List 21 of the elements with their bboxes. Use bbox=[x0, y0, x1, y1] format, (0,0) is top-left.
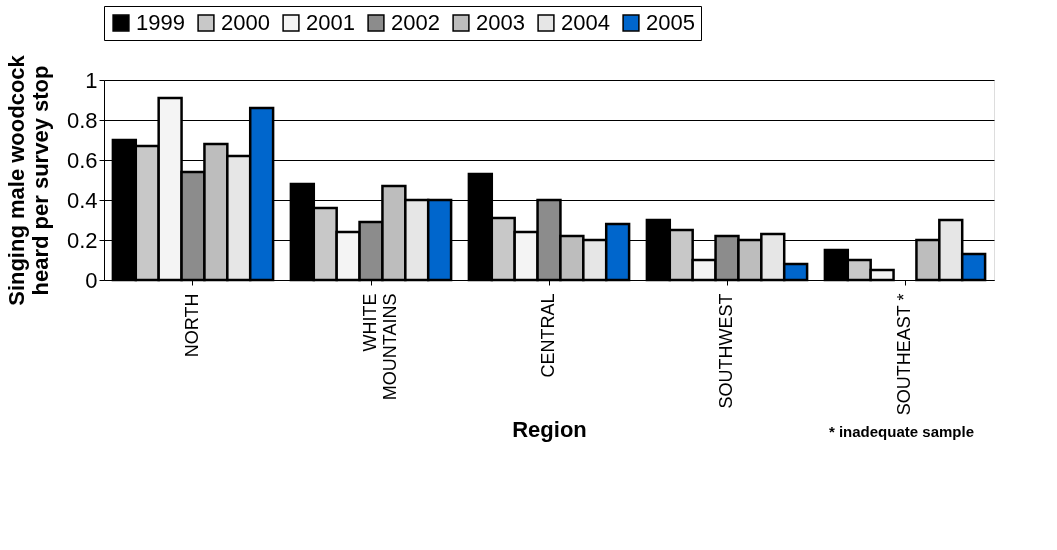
text: * inadequate sample bbox=[828, 423, 974, 440]
legend-label: 2003 bbox=[476, 10, 525, 35]
x-tick-label: WHITE MOUNTAINS bbox=[360, 293, 400, 401]
x-tick-label: CENTRAL bbox=[538, 293, 558, 378]
y-tick-label: 0.6 bbox=[66, 147, 98, 173]
legend-label: 2001 bbox=[306, 10, 355, 35]
x-tick-label: NORTH bbox=[182, 293, 202, 358]
y-tick-label: 1 bbox=[85, 67, 98, 93]
legend-label: 2002 bbox=[391, 10, 440, 35]
y-tick-label: 0.2 bbox=[66, 227, 98, 253]
x-tick-label: SOUTHEAST * bbox=[894, 293, 914, 416]
y-tick-label: 0.4 bbox=[66, 187, 98, 213]
legend-label: 2000 bbox=[221, 10, 270, 35]
y-axis-title: Singing male woodcock heard per survey stop bbox=[3, 54, 53, 306]
y-tick-label: 0.8 bbox=[66, 107, 98, 133]
x-tick-label: SOUTHWEST bbox=[716, 293, 736, 409]
legend-label: 2004 bbox=[561, 10, 610, 35]
y-tick-label: 0 bbox=[85, 267, 98, 293]
legend-label: 2005 bbox=[646, 10, 695, 35]
x-axis-title: Region bbox=[512, 416, 587, 442]
legend-label: 1999 bbox=[136, 10, 185, 35]
